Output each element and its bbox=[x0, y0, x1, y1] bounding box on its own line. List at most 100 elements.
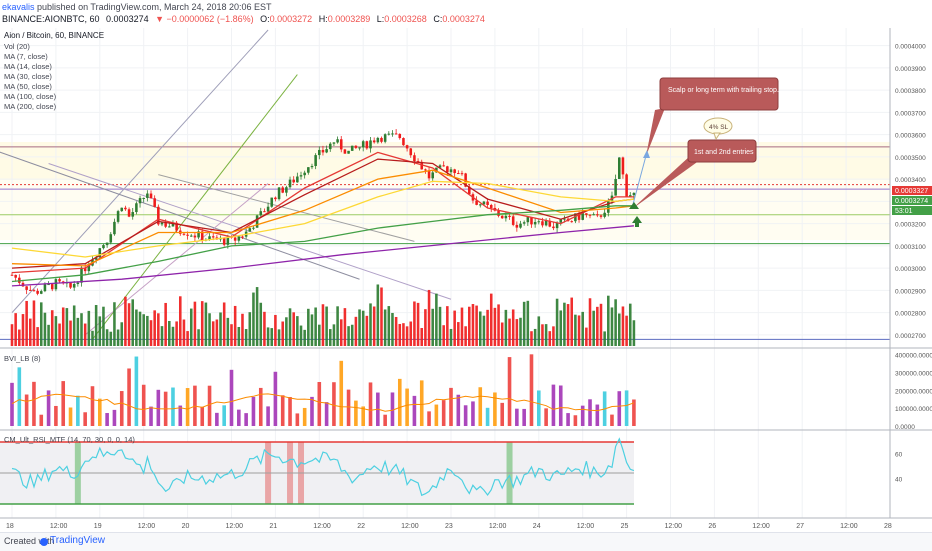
legend-item-ma100[interactable]: MA (100, close) bbox=[4, 92, 57, 101]
time-tick-label[interactable]: 12:00 bbox=[577, 523, 595, 530]
trend-line[interactable] bbox=[0, 143, 360, 280]
bvi-bar bbox=[324, 402, 329, 426]
moving-average-lines bbox=[11, 151, 634, 287]
callout-2-pointer bbox=[632, 156, 700, 209]
time-tick-label[interactable]: 28 bbox=[884, 523, 892, 530]
volume-bar bbox=[515, 319, 519, 346]
volume-bar bbox=[618, 313, 621, 346]
legend-item-ma30[interactable]: MA (30, close) bbox=[4, 72, 52, 81]
candle-body bbox=[336, 139, 339, 143]
volume-bar bbox=[603, 331, 606, 346]
trend-line[interactable] bbox=[92, 74, 298, 340]
created-with-text: Created with bbox=[4, 536, 55, 546]
legend-item-ma14[interactable]: MA (14, close) bbox=[4, 62, 52, 71]
candle-body bbox=[270, 197, 274, 207]
annotations[interactable]: Scalp or long term with trailing stop. 1… bbox=[629, 77, 779, 227]
bvi-tick-label: 400000.0000 bbox=[895, 353, 932, 360]
projection-arrow[interactable] bbox=[631, 151, 648, 209]
time-tick-label[interactable]: 12:00 bbox=[50, 523, 68, 530]
candle-body bbox=[109, 234, 113, 243]
time-tick-label[interactable]: 26 bbox=[708, 523, 716, 530]
volume-bar bbox=[233, 305, 237, 346]
legend-item-ma50[interactable]: MA (50, close) bbox=[4, 82, 52, 91]
time-tick-label[interactable]: 23 bbox=[445, 523, 453, 530]
candle-body bbox=[142, 197, 145, 199]
time-tick-label[interactable]: 12:00 bbox=[665, 523, 683, 530]
time-tick-label[interactable]: 12:00 bbox=[138, 523, 156, 530]
callout-1-box[interactable] bbox=[659, 77, 779, 111]
candle-body bbox=[72, 284, 76, 288]
price-tick-label[interactable]: 0.0003500 bbox=[895, 155, 926, 162]
time-tick-label[interactable]: 12:00 bbox=[313, 523, 331, 530]
legend-item-ma7[interactable]: MA (7, close) bbox=[4, 52, 48, 61]
volume-bar bbox=[625, 315, 628, 346]
bvi-bar bbox=[397, 378, 402, 426]
price-tick-label[interactable]: 0.0003600 bbox=[895, 133, 926, 140]
callout-2-box[interactable] bbox=[687, 139, 757, 163]
bvi-bar bbox=[529, 354, 534, 426]
volume-bar bbox=[310, 314, 314, 346]
time-tick-label[interactable]: 19 bbox=[94, 523, 102, 530]
candle-body bbox=[135, 203, 138, 213]
time-tick-label[interactable]: 12:00 bbox=[489, 523, 507, 530]
volume-bar bbox=[91, 330, 94, 346]
legend-item-ma200[interactable]: MA (200, close) bbox=[4, 102, 57, 111]
candle-body bbox=[365, 141, 369, 149]
price-tick-label[interactable]: 0.0003100 bbox=[895, 244, 926, 251]
candle-body bbox=[252, 227, 255, 229]
time-tick-label[interactable]: 12:00 bbox=[226, 523, 244, 530]
price-tick-label[interactable]: 0.0002700 bbox=[895, 333, 926, 340]
chart-canvas[interactable]: 0.0004000 0.0003900 0.0003800 0.0003700 0.00… bbox=[0, 28, 932, 532]
price-tick-label[interactable]: 0.0003700 bbox=[895, 110, 926, 117]
price-tick-label[interactable]: 0.0003400 bbox=[895, 177, 926, 184]
time-tick-label[interactable]: 12:00 bbox=[401, 523, 419, 530]
rsi-label[interactable]: CM_Ult_RSI_MTF (14, 70, 30, 0, 0, 14) bbox=[4, 435, 135, 444]
time-tick-label[interactable]: 25 bbox=[621, 523, 629, 530]
price-tick-label[interactable]: 0.0003900 bbox=[895, 66, 926, 73]
candle-body bbox=[94, 257, 98, 260]
price-tick-label[interactable]: 0.0003800 bbox=[895, 88, 926, 95]
time-tick-label[interactable]: 12:00 bbox=[840, 523, 858, 530]
volume-bar bbox=[621, 306, 625, 346]
candle-body bbox=[299, 175, 303, 177]
candle-body bbox=[570, 221, 574, 223]
tradingview-brand-link[interactable]: TradingView bbox=[50, 535, 106, 546]
candle-body bbox=[168, 226, 171, 228]
volume-bar bbox=[581, 311, 584, 346]
time-tick-label[interactable]: 22 bbox=[357, 523, 365, 530]
volume-bar bbox=[468, 306, 471, 346]
author-link[interactable]: ekavalis bbox=[2, 2, 35, 12]
time-axis[interactable]: 18 12:00 19 12:00 20 12:00 21 12:00 22 12:00 23 12:… bbox=[6, 523, 892, 530]
legend-item-vol[interactable]: Vol (20) bbox=[4, 42, 30, 51]
time-tick-label[interactable]: 18 bbox=[6, 523, 14, 530]
price-tick-label[interactable]: 0.0003000 bbox=[895, 266, 926, 273]
volume-bar bbox=[244, 329, 248, 346]
time-tick-label[interactable]: 21 bbox=[269, 523, 277, 530]
bvi-tick-label: 0.0000 bbox=[895, 424, 915, 431]
candle-body bbox=[350, 145, 354, 151]
bvi-label[interactable]: BVI_LB (8) bbox=[4, 354, 41, 363]
volume-bar bbox=[541, 324, 544, 346]
legend-title[interactable]: Aion / Bitcoin, 60, BINANCE bbox=[4, 31, 104, 40]
price-tick-label[interactable]: 0.0002800 bbox=[895, 311, 926, 318]
price-badge-1-text: 0.0003327 bbox=[895, 188, 928, 195]
price-tick-label[interactable]: 0.0003200 bbox=[895, 222, 926, 229]
moving-average-line bbox=[11, 169, 634, 267]
volume-bar bbox=[460, 307, 464, 346]
volume-bar bbox=[146, 315, 149, 346]
bvi-bar bbox=[617, 391, 622, 426]
volume-bar bbox=[69, 320, 72, 346]
bvi-bar bbox=[368, 382, 373, 426]
volume-bar bbox=[500, 322, 504, 346]
trend-line[interactable] bbox=[158, 174, 415, 242]
time-tick-label[interactable]: 20 bbox=[182, 523, 190, 530]
price-axis[interactable]: 0.0004000 0.0003900 0.0003800 0.0003700 0.00… bbox=[895, 44, 926, 340]
price-tick-label[interactable]: 0.0004000 bbox=[895, 44, 926, 51]
time-tick-label[interactable]: 12:00 bbox=[752, 523, 770, 530]
price-tick-label[interactable]: 0.0002900 bbox=[895, 288, 926, 295]
time-tick-label[interactable]: 24 bbox=[533, 523, 541, 530]
volume-bar bbox=[409, 321, 413, 346]
time-tick-label[interactable]: 27 bbox=[796, 523, 804, 530]
volume-bars bbox=[10, 284, 636, 346]
candle-body bbox=[237, 236, 241, 241]
